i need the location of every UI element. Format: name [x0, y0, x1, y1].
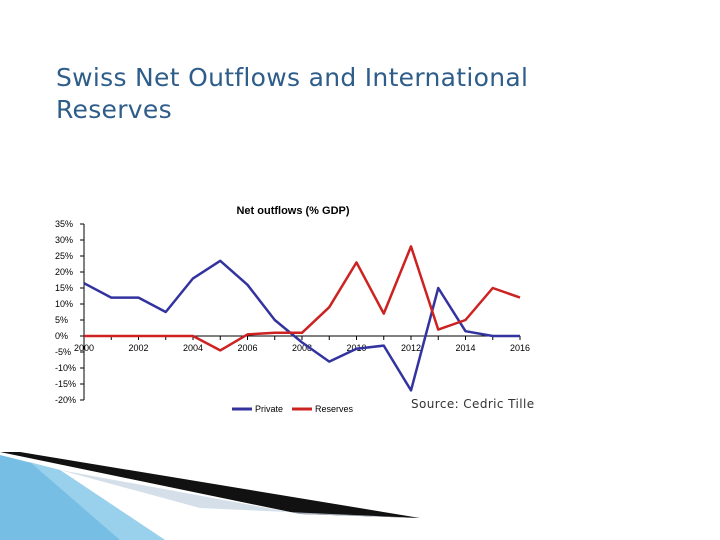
x-tick-label: 2004: [183, 343, 203, 353]
legend-label-private: Private: [255, 404, 283, 414]
footer-swoosh-blue-light: [30, 462, 165, 540]
y-tick-label: 0%: [55, 331, 68, 341]
y-tick-label: 10%: [55, 299, 73, 309]
y-tick-label: -20%: [55, 395, 76, 405]
chart-axes: 35% 30% 25% 20% 15% 10% 5% 0% -5% -10% -15% -20% 200…: [55, 219, 530, 405]
footer-swoosh-dark: [0, 452, 420, 518]
y-tick-label: -5%: [55, 347, 71, 357]
series-line-private: [83, 259, 520, 392]
y-tick-label: 5%: [55, 315, 68, 325]
x-tick-label: 2006: [237, 343, 257, 353]
chart-title: Net outflows (% GDP): [236, 205, 349, 217]
x-tick-label: 2002: [128, 343, 148, 353]
x-tick-label: 2014: [455, 343, 475, 353]
y-tick-label: 35%: [55, 219, 73, 229]
legend-label-reserves: Reserves: [315, 404, 354, 414]
chart-series: [83, 245, 521, 392]
y-tick-label: 30%: [55, 235, 73, 245]
x-tick-label: 2000: [74, 343, 94, 353]
y-tick-label: 20%: [55, 267, 73, 277]
y-tick-label: -10%: [55, 363, 76, 373]
x-tick-label: 2012: [401, 343, 421, 353]
source-note: Source: Cedric Tille: [411, 397, 535, 411]
y-tick-label: 25%: [55, 251, 73, 261]
series-line-reserves: [84, 245, 521, 352]
y-tick-label: -15%: [55, 379, 76, 389]
x-tick-label: 2008: [292, 343, 312, 353]
chart-legend: Private Reserves: [232, 404, 354, 414]
slide-title: Swiss Net Outflows and International Res…: [56, 63, 529, 124]
x-tick-label: 2016: [510, 343, 530, 353]
y-tick-label: 15%: [55, 283, 73, 293]
footer-swoosh-grey: [60, 470, 420, 518]
